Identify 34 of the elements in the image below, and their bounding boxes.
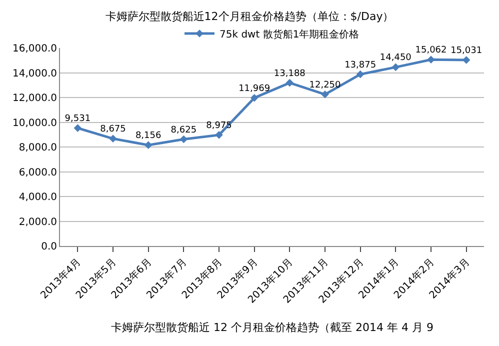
point [321, 90, 329, 98]
point [144, 141, 152, 149]
chart-title: 卡姆萨尔型散货船近12个月租金价格趋势（单位：$/Day） [105, 10, 394, 23]
y-tick-label: 2,000.0 [18, 216, 57, 228]
y-tick-label: 16,000.0 [12, 44, 57, 54]
point [356, 70, 364, 78]
data-label: 12,250 [309, 80, 342, 90]
data-label: 9,531 [64, 114, 91, 124]
data-label: 15,031 [450, 46, 482, 56]
y-tick-label: 6,000.0 [18, 167, 57, 178]
y-tick-label: 0.0 [41, 242, 57, 252]
text: 卡姆萨尔型散货船近 12 个月租金价格趋势（截至 2014 年 4 月 9 [111, 321, 434, 334]
point [392, 63, 400, 72]
y-tick-label: 8,000.0 [18, 142, 57, 154]
y-tick-label: 4,000.0 [18, 192, 57, 203]
data-label: 14,450 [380, 53, 412, 64]
data-label: 8,625 [170, 125, 197, 136]
data-label: 13,188 [274, 68, 306, 79]
point [109, 134, 117, 143]
point [180, 135, 188, 144]
point [74, 124, 82, 132]
y-tick-label: 12,000.0 [12, 93, 57, 104]
data-label: 11,969 [238, 84, 270, 94]
data-label: 8,156 [135, 131, 162, 142]
legend-label: 75k dwt 散货船1年期租金价格 [220, 28, 360, 40]
point [250, 94, 258, 102]
point [427, 56, 435, 64]
y-tick-label: 14,000.0 [12, 68, 57, 80]
point [215, 131, 223, 139]
data-label: 15,062 [415, 46, 447, 56]
y-tick-label: 10,000.0 [12, 118, 57, 129]
data-label: 13,875 [344, 60, 376, 70]
data-label: 8,675 [100, 124, 126, 135]
point [286, 78, 294, 87]
